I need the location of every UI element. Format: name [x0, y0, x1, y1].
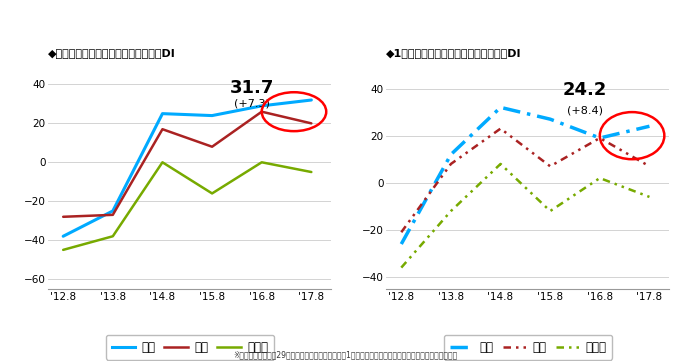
Text: 24.2: 24.2 [563, 82, 607, 100]
Text: ※国土交通省「平成29年度「土地取引動向調査（第1回調査）」」をもとに東急リバブル株式会社が作成: ※国土交通省「平成29年度「土地取引動向調査（第1回調査）」」をもとに東急リバブ… [233, 350, 457, 359]
Legend: 東京, 大阪, その他: 東京, 大阪, その他 [106, 335, 274, 360]
Text: ◆1年後の土地取引状況の予想に関するDI: ◆1年後の土地取引状況の予想に関するDI [386, 48, 522, 58]
Text: ◆現在の土地取引状況の判断に関するDI: ◆現在の土地取引状況の判断に関するDI [48, 48, 176, 58]
Legend: 東京, 大阪, その他: 東京, 大阪, その他 [444, 335, 612, 360]
Text: (+8.4): (+8.4) [567, 105, 603, 115]
Text: (+7.3): (+7.3) [234, 98, 270, 108]
Text: 31.7: 31.7 [230, 79, 274, 97]
